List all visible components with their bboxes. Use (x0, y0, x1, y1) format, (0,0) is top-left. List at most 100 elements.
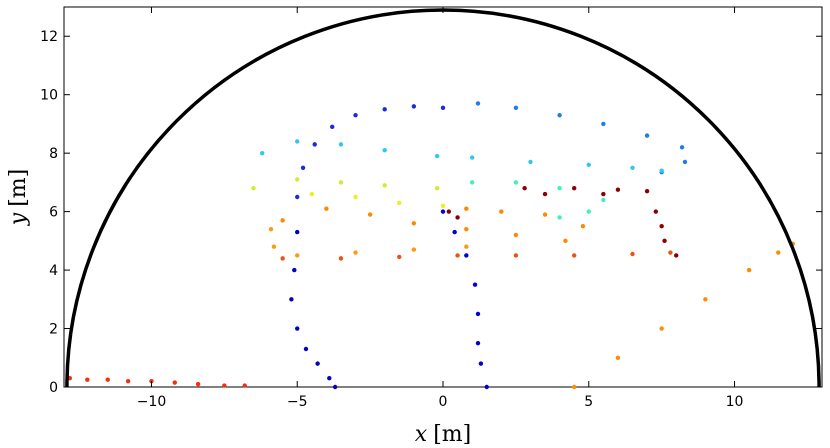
data-point (295, 139, 300, 144)
y-tick-label: 8 (49, 146, 58, 162)
data-point (557, 186, 562, 191)
data-point (659, 326, 664, 331)
trajectory-series (289, 229, 338, 390)
data-point (324, 206, 329, 211)
data-point (682, 159, 688, 165)
data-point (659, 168, 664, 173)
data-point (85, 377, 90, 382)
data-point (338, 256, 344, 261)
data-point (455, 215, 460, 220)
data-point (338, 180, 344, 185)
y-tick-label: 10 (40, 88, 58, 104)
trajectory-series (469, 180, 606, 220)
data-point (475, 340, 481, 346)
y-tick-label: 2 (49, 322, 58, 338)
data-point (469, 155, 475, 160)
axes-frame (63, 6, 823, 388)
trajectory-series (260, 139, 664, 173)
data-point (312, 142, 317, 147)
data-point (571, 186, 577, 191)
data-point (601, 191, 606, 197)
trajectory-series (280, 250, 673, 261)
data-point (353, 112, 358, 118)
data-point (303, 346, 309, 352)
data-point (464, 226, 469, 232)
data-point (295, 326, 300, 331)
data-point (440, 209, 446, 214)
data-point (615, 187, 621, 192)
data-point (513, 180, 519, 185)
data-point (292, 267, 297, 273)
data-point (271, 244, 277, 249)
data-point (452, 229, 457, 235)
data-point (580, 224, 586, 229)
data-point (674, 253, 679, 258)
y-tick-label: 6 (49, 205, 58, 221)
data-point (464, 206, 469, 211)
data-point (382, 148, 387, 153)
trajectory-series (440, 209, 489, 390)
data-point (563, 238, 568, 244)
ticks-layer: −10 −5 0 5 10 0 2 4 6 8 10 12 (40, 7, 822, 410)
data-point (280, 256, 285, 261)
data-point (353, 250, 358, 255)
data-point (499, 209, 504, 214)
data-point (397, 254, 402, 260)
data-point (586, 209, 591, 214)
data-point (662, 238, 667, 244)
data-point (630, 251, 635, 257)
data-point (382, 183, 387, 188)
data-point (411, 221, 417, 226)
data-point (397, 200, 402, 206)
trajectory-series (280, 206, 586, 244)
data-point (475, 101, 481, 106)
data-point (586, 162, 591, 168)
data-point (571, 253, 577, 258)
data-point (484, 384, 489, 390)
trajectory-series (251, 177, 440, 191)
data-point (478, 361, 484, 366)
data-point (327, 376, 332, 381)
data-point (440, 203, 446, 208)
data-point (703, 297, 708, 302)
data-point (513, 232, 519, 238)
data-point (528, 159, 533, 165)
data-point (315, 361, 320, 366)
data-point (195, 381, 201, 387)
data-point (513, 105, 519, 111)
x-tick-label: 5 (584, 394, 593, 410)
trajectory-series (268, 226, 469, 258)
data-point (353, 194, 358, 200)
x-tick-label: 10 (726, 394, 744, 410)
data-point (644, 133, 650, 138)
data-point (746, 267, 752, 273)
data-point (464, 244, 469, 249)
data-points-layer (67, 101, 796, 390)
data-point (440, 105, 446, 111)
data-point (260, 150, 265, 156)
data-point (557, 215, 562, 220)
y-tick-label: 12 (40, 29, 58, 45)
data-point (542, 191, 548, 197)
data-point (295, 177, 300, 182)
data-point (222, 383, 227, 388)
data-point (411, 104, 417, 109)
data-point (289, 297, 294, 302)
data-point (446, 209, 452, 214)
data-point (434, 186, 440, 191)
data-point (557, 112, 562, 118)
trajectory-series (475, 101, 688, 175)
data-point (251, 186, 256, 191)
data-point (125, 378, 131, 384)
trajectory-series (446, 186, 679, 258)
trajectory-series (295, 104, 446, 200)
data-point (105, 377, 110, 382)
data-point (653, 209, 659, 214)
data-point (382, 107, 387, 112)
y-axis-label: y[m] (6, 169, 31, 226)
data-point (172, 380, 177, 385)
data-point (776, 250, 781, 255)
data-point (330, 124, 335, 130)
